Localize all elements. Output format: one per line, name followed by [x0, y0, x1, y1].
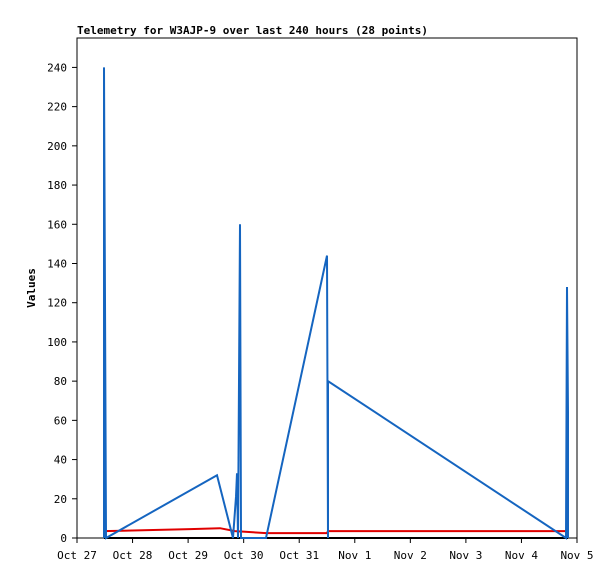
- x-tick-label: Oct 28: [113, 549, 153, 562]
- y-tick-label: 220: [47, 101, 67, 114]
- y-tick-label: 0: [60, 532, 67, 545]
- data-line: [103, 527, 566, 535]
- x-tick-label: Nov 4: [505, 549, 538, 562]
- x-tick-label: Nov 1: [338, 549, 371, 562]
- y-tick-label: 60: [54, 414, 67, 427]
- x-tick-label: Nov 3: [449, 549, 482, 562]
- y-tick-label: 160: [47, 218, 67, 231]
- x-tick-label: Nov 2: [394, 549, 427, 562]
- x-tick-label: Nov 5: [560, 549, 593, 562]
- y-tick-label: 140: [47, 257, 67, 270]
- y-tick-label: 240: [47, 61, 67, 74]
- y-axis-label: Values: [25, 268, 38, 308]
- y-tick-label: 80: [54, 375, 67, 388]
- y-tick-label: 40: [54, 454, 67, 467]
- x-tick-label: Oct 31: [279, 549, 319, 562]
- data-line: [103, 67, 569, 540]
- y-tick-label: 200: [47, 140, 67, 153]
- x-tick-label: Oct 30: [224, 549, 264, 562]
- y-tick-label: 100: [47, 336, 67, 349]
- y-tick-label: 20: [54, 493, 67, 506]
- y-tick-label: 180: [47, 179, 67, 192]
- x-tick-label: Oct 27: [57, 549, 97, 562]
- y-tick-label: 120: [47, 297, 67, 310]
- chart-title: Telemetry for W3AJP-9 over last 240 hour…: [77, 24, 428, 37]
- x-tick-label: Oct 29: [168, 549, 208, 562]
